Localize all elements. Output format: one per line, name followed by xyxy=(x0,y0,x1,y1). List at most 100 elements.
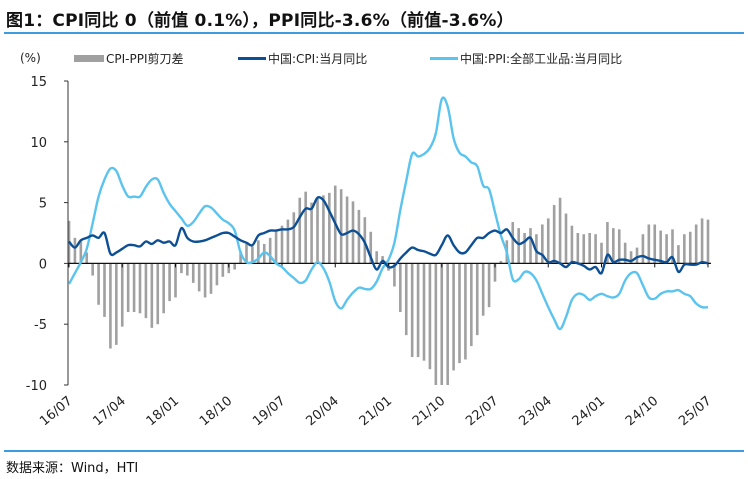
gap-bar xyxy=(629,251,633,264)
gap-bar xyxy=(180,263,183,274)
gap-bars xyxy=(67,185,710,385)
gap-bar xyxy=(694,224,698,264)
gap-bar xyxy=(109,263,112,349)
gap-bar xyxy=(546,218,550,264)
gap-bar xyxy=(186,263,189,276)
gap-bar xyxy=(221,263,225,277)
gap-bar xyxy=(126,263,130,313)
x-tick-label: 18/10 xyxy=(197,394,235,430)
gap-bar xyxy=(174,263,177,298)
footer-rule xyxy=(4,450,744,452)
gap-bar xyxy=(304,191,307,264)
x-tick-label: 18/01 xyxy=(144,394,182,430)
gap-bar xyxy=(91,263,94,276)
x-tick-label: 22/07 xyxy=(463,394,501,430)
gap-bar xyxy=(570,225,574,264)
cpi-line xyxy=(68,196,709,275)
gap-bar xyxy=(440,263,444,385)
gap-bar xyxy=(677,245,680,264)
legend-cpi-label: 中国:CPI:当月同比 xyxy=(268,51,367,66)
gap-bar xyxy=(375,251,378,264)
ppi-line xyxy=(67,96,709,331)
unit-label: (%) xyxy=(20,51,41,65)
legend-gap-label: CPI-PPI剪刀差 xyxy=(106,51,184,66)
gap-bar xyxy=(576,233,580,264)
gap-bar xyxy=(452,263,455,371)
gap-bar xyxy=(85,252,89,264)
gap-bar xyxy=(428,263,432,370)
gap-bar xyxy=(274,230,278,264)
gap-bar xyxy=(700,218,704,264)
gap-bar xyxy=(416,263,420,358)
gap-bar xyxy=(233,263,236,270)
gap-bar xyxy=(458,263,461,364)
gap-bar xyxy=(665,234,668,264)
gap-bar xyxy=(541,224,544,264)
gap-bar xyxy=(582,234,586,264)
gap-bar xyxy=(120,263,124,327)
x-tick-label: 25/07 xyxy=(676,394,714,430)
gap-bar xyxy=(339,189,343,264)
gap-bar xyxy=(316,198,319,264)
gap-bar xyxy=(404,263,408,336)
gap-bar xyxy=(103,263,106,317)
gap-bar xyxy=(115,263,118,345)
gap-bar xyxy=(558,197,562,264)
x-tick-label: 19/07 xyxy=(250,394,288,430)
x-tick-label: 16/07 xyxy=(37,394,75,430)
gap-bar xyxy=(292,212,296,264)
x-tick-label: 20/04 xyxy=(303,394,341,430)
gap-bar xyxy=(706,219,710,264)
y-tick-label: -5 xyxy=(34,318,47,333)
gap-bar xyxy=(168,263,171,302)
x-tick-label: 21/10 xyxy=(410,394,448,430)
gap-bar xyxy=(286,219,290,264)
gap-bar xyxy=(688,231,692,264)
gap-bar xyxy=(79,241,83,264)
gap-bar xyxy=(156,263,160,325)
gap-bar xyxy=(493,263,497,282)
y-tick-label: 15 xyxy=(30,75,47,90)
y-tick-label: -10 xyxy=(26,379,47,394)
gap-bar xyxy=(606,222,609,264)
gap-bar xyxy=(280,225,284,264)
legend: (%) CPI-PPI剪刀差 中国:CPI:当月同比 中国:PPI:全部工业品:… xyxy=(20,51,622,66)
legend-ppi-label: 中国:PPI:全部工业品:当月同比 xyxy=(460,51,622,66)
gap-bar xyxy=(523,233,526,264)
chart: (%) CPI-PPI剪刀差 中国:CPI:当月同比 中国:PPI:全部工业品:… xyxy=(20,51,715,430)
gap-bar xyxy=(481,263,485,316)
gap-bar xyxy=(245,243,248,264)
gap-bar xyxy=(351,201,355,264)
gap-bar xyxy=(612,228,615,264)
gap-bar xyxy=(97,263,100,305)
gap-bar xyxy=(144,263,148,319)
x-tick-label: 24/01 xyxy=(570,394,608,430)
gap-bar xyxy=(464,263,467,360)
gap-bar xyxy=(345,196,349,264)
gap-bar xyxy=(209,263,213,294)
title-rule xyxy=(4,32,744,34)
gap-bar xyxy=(410,263,414,358)
gap-bar xyxy=(138,263,142,314)
series-lines xyxy=(67,96,709,331)
x-tick-label: 23/04 xyxy=(516,394,554,430)
figure-title: 图1：CPI同比 0（前值 0.1%），PPI同比-3.6%（前值-3.6%） xyxy=(6,11,514,31)
gap-bar xyxy=(227,263,231,274)
x-tick-label: 21/01 xyxy=(357,394,395,430)
y-tick-label: 10 xyxy=(30,136,47,151)
gap-bar xyxy=(659,230,662,264)
gap-bar xyxy=(268,237,272,264)
gap-bar xyxy=(239,251,242,264)
gap-bar xyxy=(328,192,331,264)
gap-bar xyxy=(552,205,556,264)
y-tick-label: 5 xyxy=(39,197,47,212)
gap-bar xyxy=(588,233,591,264)
gap-bar xyxy=(487,263,491,308)
gap-bar xyxy=(298,197,302,264)
gap-bar xyxy=(369,231,373,264)
gap-bar xyxy=(647,224,651,264)
gap-bar xyxy=(191,263,195,283)
gap-bar xyxy=(73,237,77,264)
gap-bar xyxy=(617,229,621,264)
gap-bar xyxy=(475,263,479,336)
